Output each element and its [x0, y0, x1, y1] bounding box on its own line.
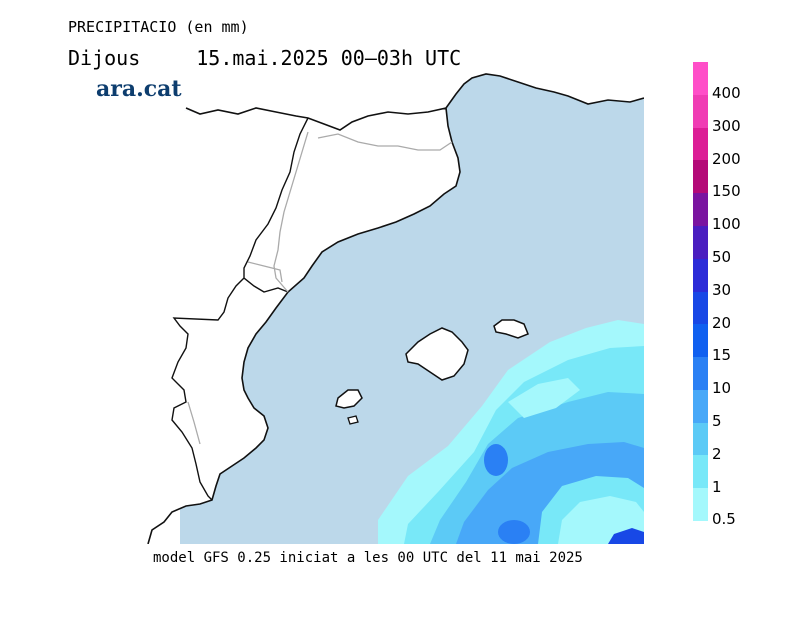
precip-se-hole [508, 378, 580, 418]
brand-logo: ara.cat [96, 76, 182, 102]
chart-title: PRECIPITACIO (en mm) [68, 18, 249, 36]
legend-swatch [693, 291, 708, 325]
legend-swatch [693, 193, 708, 227]
date-range: 15.mai.2025 00–03h UTC [196, 46, 462, 70]
island-ibiza [335, 389, 363, 409]
legend-swatch [693, 422, 708, 456]
legend-label: 10 [712, 379, 732, 398]
precipitation-map [68, 72, 644, 544]
legend-label: 1 [712, 477, 722, 496]
legend-swatch [693, 225, 708, 260]
day-label: Dijous [68, 46, 141, 70]
coastline [147, 73, 644, 544]
legend-color-bar [693, 62, 708, 522]
legend-swatch [693, 160, 708, 194]
legend-label: 30 [712, 280, 732, 299]
legend-label: 400 [712, 84, 741, 102]
precip-cell-c [608, 528, 644, 544]
legend-swatch [693, 258, 708, 292]
legend-swatch [693, 127, 708, 161]
island-mallorca [405, 327, 469, 381]
land-west [68, 138, 180, 544]
island-formentera [347, 415, 359, 425]
legend-label: 5 [712, 412, 722, 430]
sea-north-gulf [446, 74, 644, 222]
legend-label: 0.5 [712, 510, 736, 529]
legend-label: 50 [712, 248, 732, 266]
precip-cell-a [484, 444, 508, 476]
legend-label: 20 [712, 313, 732, 332]
border-provinces [187, 131, 453, 445]
legend-label: 300 [712, 116, 741, 135]
legend-swatch [693, 324, 708, 358]
legend-label: 2 [712, 444, 722, 463]
legend-label: 150 [712, 182, 741, 201]
legend-label: 100 [712, 215, 741, 234]
legend-swatch [693, 94, 708, 129]
legend-swatch [693, 389, 708, 424]
legend-swatch [693, 357, 708, 391]
legend-swatch [693, 62, 708, 96]
precip-cell-b [498, 520, 530, 544]
legend-swatch [693, 488, 708, 522]
chart-subtitle: Dijous 15.mai.2025 00–03h UTC [68, 46, 461, 70]
legend-label: 15 [712, 346, 732, 365]
land-west-edge [180, 110, 184, 138]
land-catalonia-valencia [68, 72, 644, 544]
island-menorca [493, 319, 529, 339]
legend-swatch [693, 455, 708, 489]
border-aragon [171, 117, 309, 501]
legend-label: 200 [712, 149, 741, 168]
footer-note: model GFS 0.25 iniciat a les 00 UTC del … [153, 550, 583, 566]
